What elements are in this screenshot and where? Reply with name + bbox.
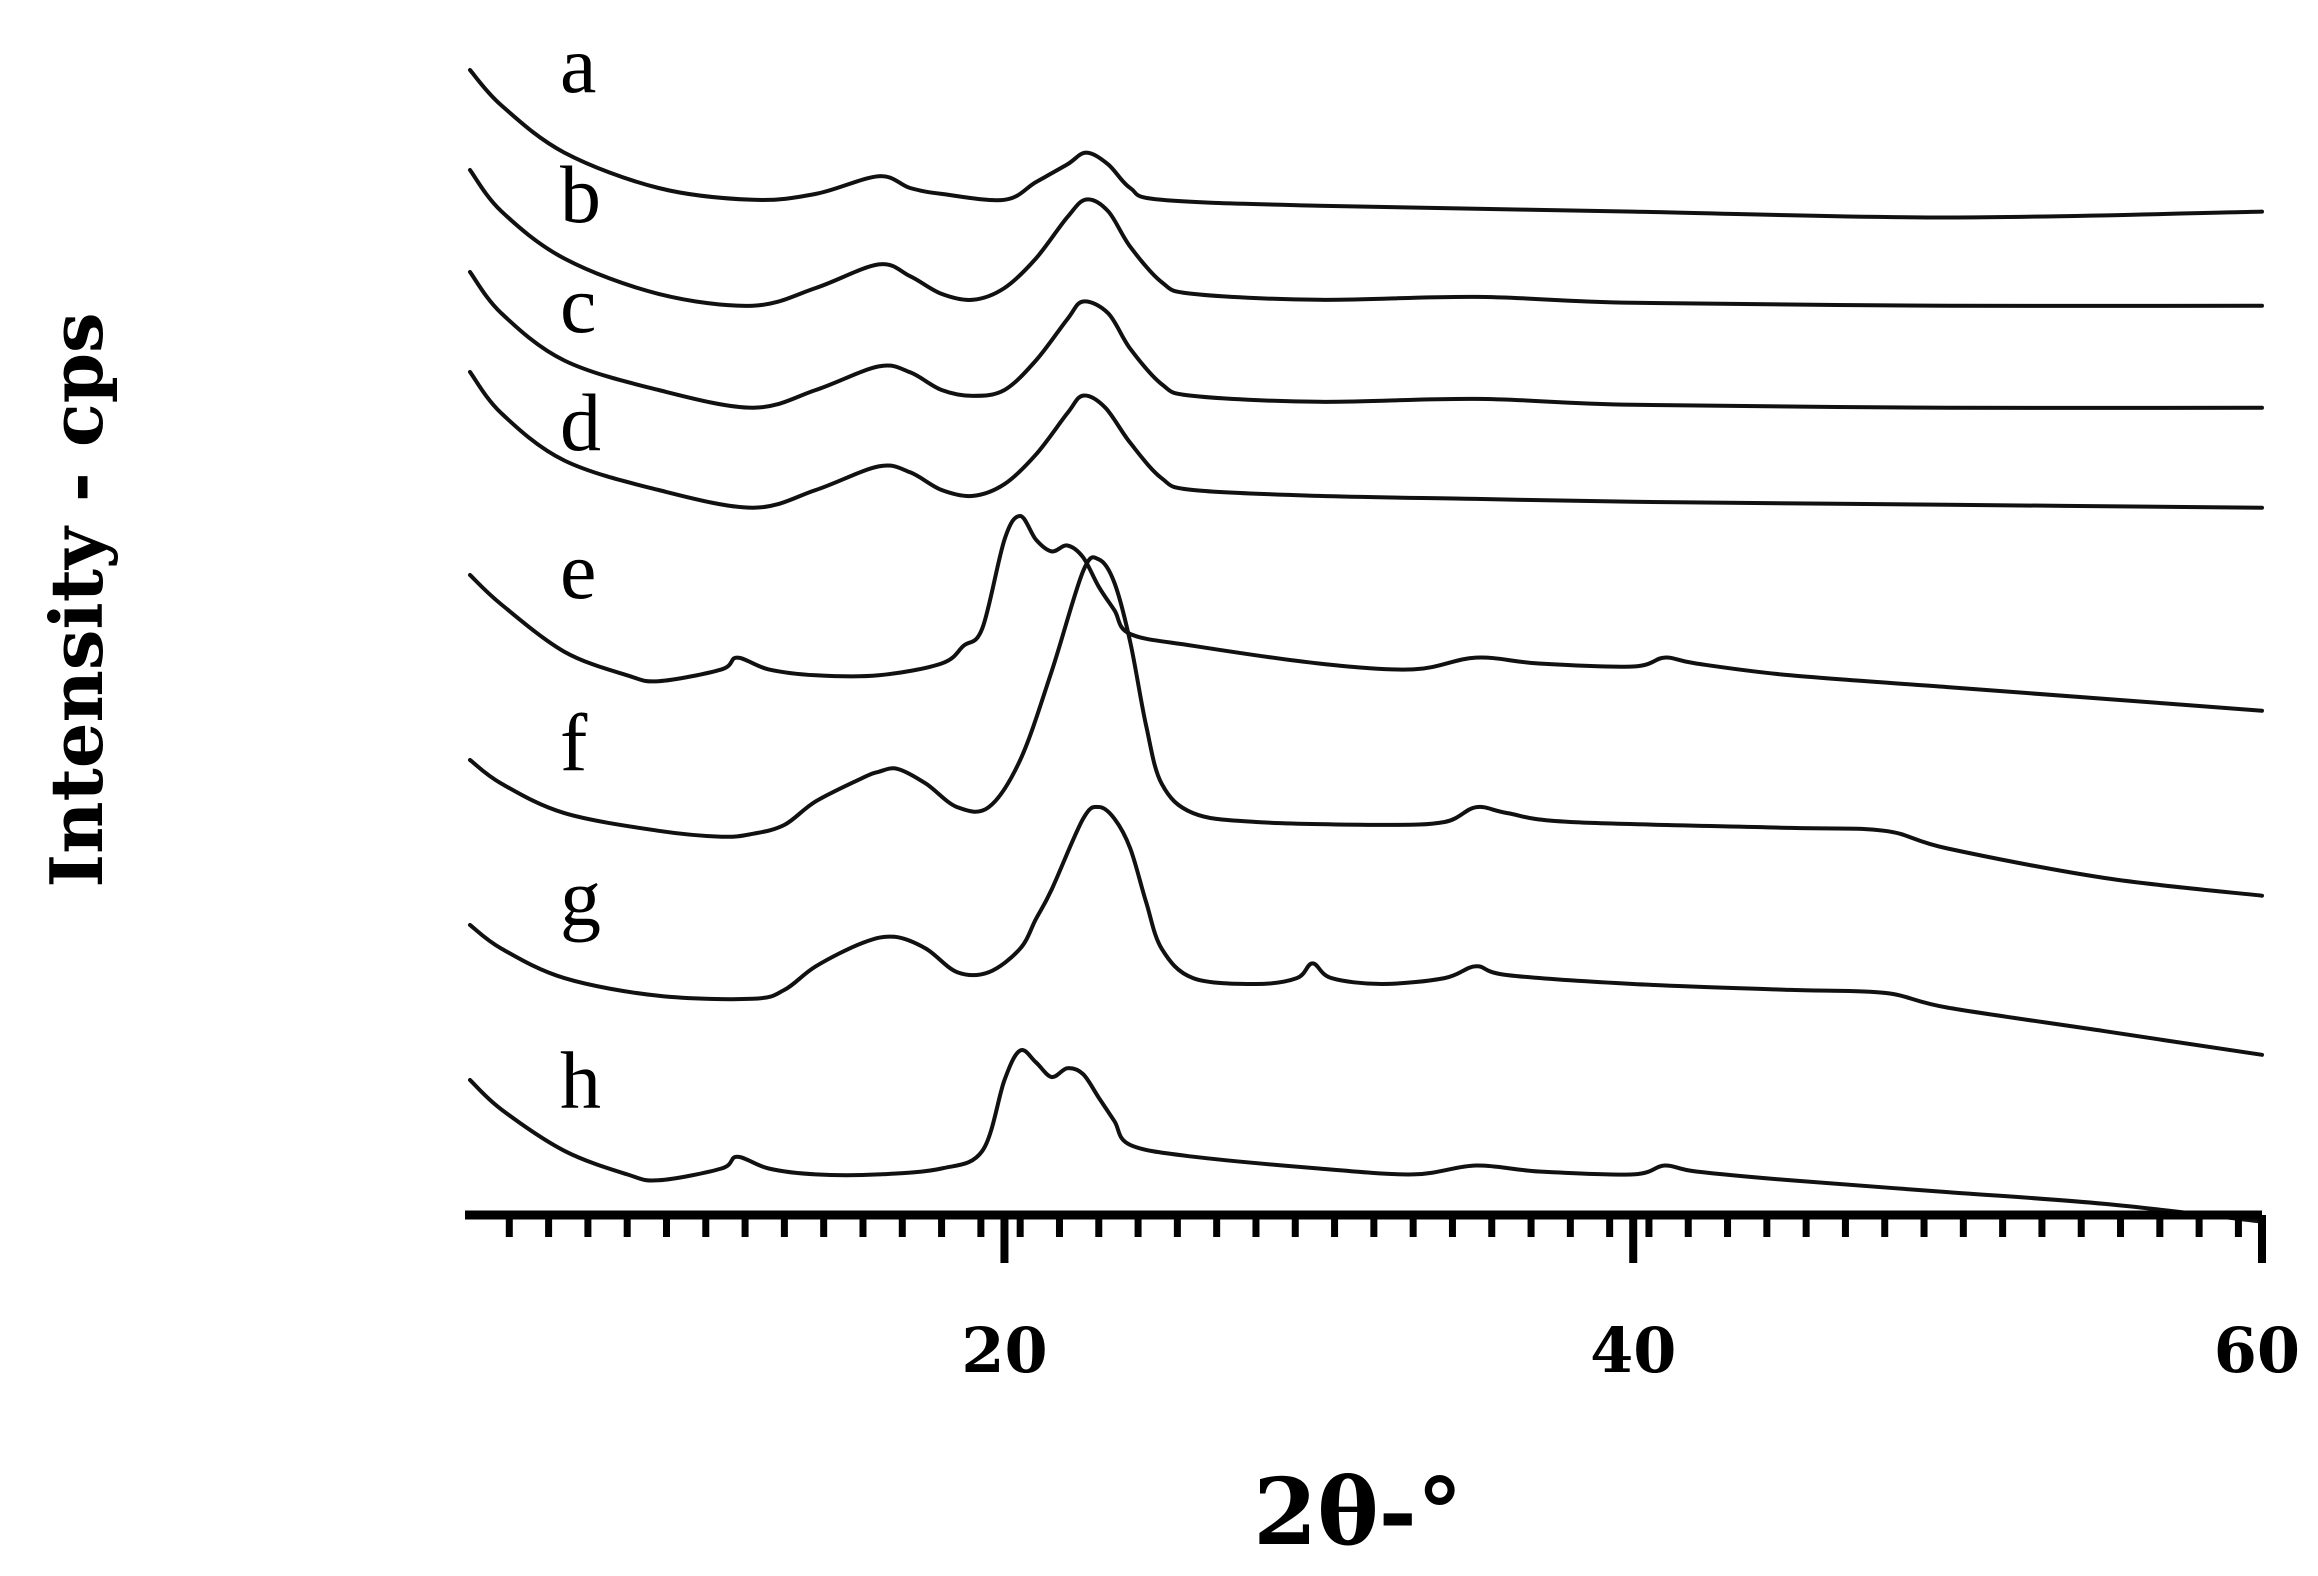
series-line-d <box>468 370 2264 510</box>
x-axis-tick-labels: 20 40 60 <box>961 1314 2300 1387</box>
series-label-g: g <box>560 852 601 943</box>
series-line-c <box>468 270 2264 410</box>
series-line-e <box>468 514 2264 713</box>
series-line-b <box>468 168 2264 308</box>
series-line-f <box>468 555 2264 898</box>
series-label-f: f <box>560 697 588 788</box>
x-axis-title: 2θ-° <box>1253 1458 1463 1566</box>
x-tick-label: 60 <box>2214 1314 2300 1387</box>
series-line-h <box>468 1048 2264 1224</box>
y-axis-title: Intensity - cps <box>34 312 119 887</box>
series-group <box>468 68 2264 1224</box>
x-axis-ticks <box>505 1215 2266 1263</box>
series-label-c: c <box>560 259 596 350</box>
series-line-a <box>468 68 2264 220</box>
x-tick-label: 40 <box>1590 1314 1676 1387</box>
x-tick-label: 20 <box>961 1314 1047 1387</box>
series-line-g <box>468 804 2264 1057</box>
series-label-e: e <box>560 525 596 616</box>
series-label-b: b <box>560 149 601 240</box>
series-label-h: h <box>560 1035 601 1126</box>
series-label-a: a <box>560 19 596 110</box>
series-label-d: d <box>560 377 601 468</box>
